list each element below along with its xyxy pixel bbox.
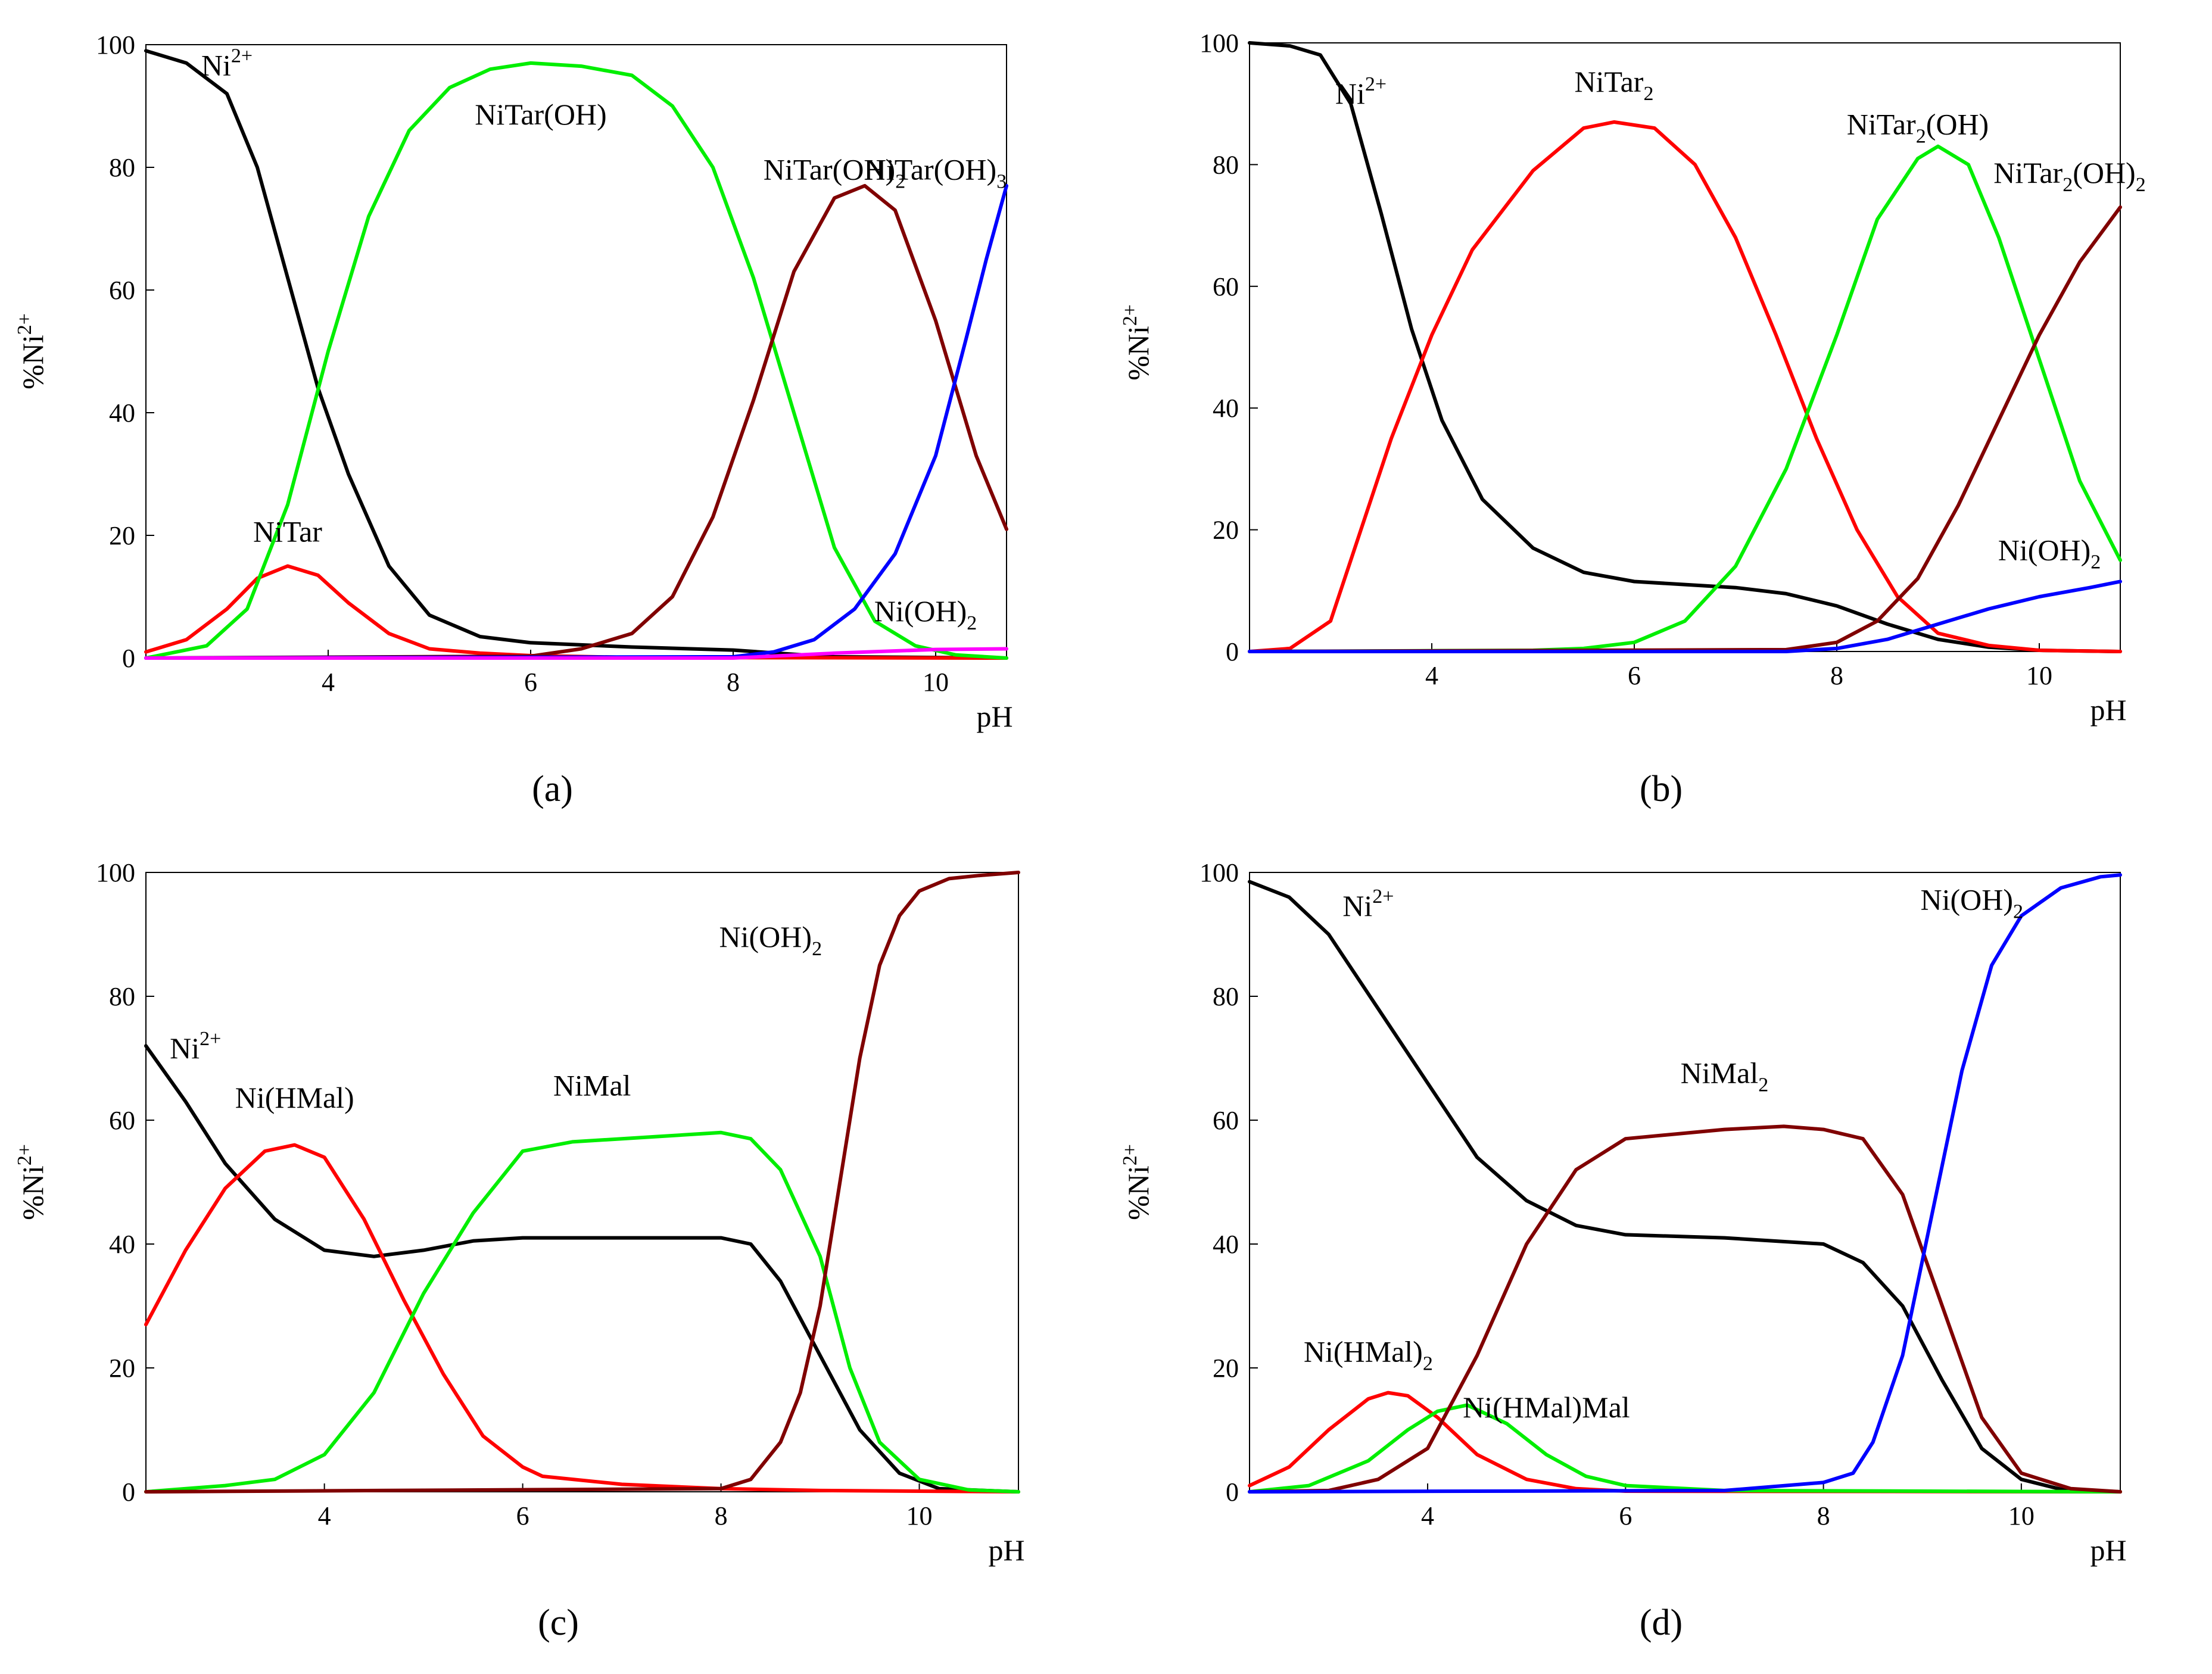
series-line-nitar2-oh-2	[1248, 205, 2122, 653]
series-annotation: Ni(HMal)2	[1304, 1335, 1433, 1375]
y-tick-label: 20	[1213, 516, 1239, 545]
x-tick-label: 10	[906, 1501, 933, 1530]
series-line-ni2-	[144, 1044, 1020, 1494]
x-tick-label: 4	[318, 1501, 331, 1530]
y-tick-label: 100	[96, 30, 135, 60]
y-tick-label: 80	[1213, 150, 1239, 179]
y-tick-label: 100	[1200, 29, 1239, 58]
y-tick-label: 0	[1226, 637, 1239, 666]
y-axis-label: %Ni2+	[1119, 1144, 1155, 1220]
series-line-ni-hmal-2	[1248, 1391, 2122, 1494]
y-tick-label: 60	[109, 276, 135, 305]
series-annotation: NiTar(OH)3	[865, 153, 1007, 193]
y-tick-label: 80	[1213, 982, 1239, 1011]
x-tick-label: 10	[923, 668, 949, 697]
series-line-nitar2-oh-	[1248, 144, 2122, 653]
y-tick-label: 100	[96, 858, 135, 887]
y-tick-label: 80	[109, 982, 135, 1011]
series-line-ni-hmal-mal	[1248, 1403, 2122, 1494]
x-tick-label: 6	[516, 1501, 529, 1530]
series-line-ni-oh-2	[144, 871, 1020, 1494]
x-tick-label: 10	[2008, 1501, 2035, 1530]
x-tick-label: 4	[1425, 661, 1438, 690]
series-annotation: Ni(OH)2	[719, 920, 823, 960]
series-annotation: NiMal2	[1681, 1056, 1769, 1096]
panel-label: (d)	[1640, 1603, 1683, 1643]
series-annotation: NiMal	[553, 1068, 631, 1102]
series-annotation: Ni(OH)2	[1921, 883, 2024, 922]
x-axis-label: pH	[2090, 693, 2126, 727]
series-annotation: NiTar	[253, 515, 322, 548]
x-axis-label: pH	[2090, 1533, 2126, 1567]
panel-label: (b)	[1640, 769, 1683, 809]
series-line-ni-oh-2	[1248, 873, 2122, 1494]
series-line-nimal	[144, 1130, 1020, 1494]
y-tick-label: 20	[109, 1354, 135, 1383]
series-annotation: Ni2+	[201, 45, 253, 82]
y-tick-label: 100	[1200, 858, 1239, 887]
y-tick-label: 60	[1213, 272, 1239, 301]
series-annotation: NiTar(OH)2	[764, 153, 905, 193]
y-tick-label: 40	[1213, 394, 1239, 423]
x-axis-label: pH	[976, 700, 1012, 733]
series-annotation: Ni(HMal)Mal	[1463, 1391, 1630, 1424]
y-tick-label: 40	[109, 398, 135, 428]
y-tick-label: 60	[1213, 1106, 1239, 1135]
x-tick-label: 8	[727, 668, 740, 697]
series-annotation: NiTar2(OH)2	[1993, 156, 2145, 196]
x-tick-label: 8	[1830, 661, 1843, 690]
series-annotation: Ni2+	[1335, 73, 1387, 110]
x-tick-label: 4	[1421, 1501, 1434, 1530]
x-axis-label: pH	[988, 1533, 1024, 1567]
y-tick-label: 60	[109, 1106, 135, 1135]
x-tick-label: 8	[715, 1501, 728, 1530]
series-line-nitar-oh-	[144, 61, 1008, 660]
y-tick-label: 40	[1213, 1230, 1239, 1259]
series-annotation: Ni(OH)2	[874, 594, 977, 634]
series-line-nitar-oh-2	[144, 183, 1008, 660]
x-tick-label: 8	[1817, 1501, 1830, 1530]
x-tick-label: 6	[1619, 1501, 1632, 1530]
y-tick-label: 40	[109, 1230, 135, 1259]
panels: 4 6 8 10020406080100pH%Ni2+Ni2+NiTar(OH)NiT…	[14, 29, 2146, 1643]
series-line-nitar2	[1248, 120, 2122, 653]
y-tick-label: 20	[109, 521, 135, 550]
y-axis-label: %Ni2+	[1119, 304, 1155, 381]
series-annotation: NiTar2(OH)	[1847, 107, 1989, 147]
series-annotation: Ni(HMal)	[235, 1081, 354, 1114]
series-annotation: Ni(OH)2	[1998, 534, 2101, 573]
series-line-ni-hmal-	[144, 1143, 1020, 1494]
y-axis-label: %Ni2+	[14, 1144, 49, 1220]
series-annotation: NiTar2	[1575, 65, 1654, 105]
chart-panel-d: 4 6 8 10020406080100pH%Ni2+Ni2+NiMal2Ni(OH)…	[1119, 858, 2127, 1643]
x-tick-label: 4	[322, 668, 335, 697]
y-tick-label: 0	[122, 1477, 135, 1507]
y-tick-label: 80	[109, 153, 135, 182]
x-tick-label: 10	[2026, 661, 2052, 690]
series-annotation: NiTar(OH)	[475, 98, 606, 131]
series-line-ni-oh-2	[144, 647, 1008, 660]
panel-label: (a)	[532, 769, 573, 809]
series-annotation: Ni2+	[170, 1028, 221, 1065]
series-line-nitar-oh-3	[144, 183, 1008, 660]
x-tick-label: 6	[1628, 661, 1641, 690]
series-line-ni-oh-2	[1248, 579, 2122, 653]
panel-label: (c)	[538, 1603, 579, 1643]
series-annotation: Ni2+	[1342, 886, 1394, 922]
y-tick-label: 0	[122, 644, 135, 673]
series-line-ni2-	[1248, 880, 2122, 1494]
x-tick-label: 6	[524, 668, 537, 697]
y-tick-label: 0	[1226, 1477, 1239, 1507]
y-tick-label: 20	[1213, 1354, 1239, 1383]
y-axis-label: %Ni2+	[14, 313, 49, 389]
plot-frame	[145, 872, 1019, 1492]
series-line-ni2-	[1248, 41, 2122, 653]
chart-panel-a: 4 6 8 10020406080100pH%Ni2+Ni2+NiTar(OH)NiT…	[14, 30, 1013, 809]
series-line-nimal2	[1248, 1124, 2122, 1494]
